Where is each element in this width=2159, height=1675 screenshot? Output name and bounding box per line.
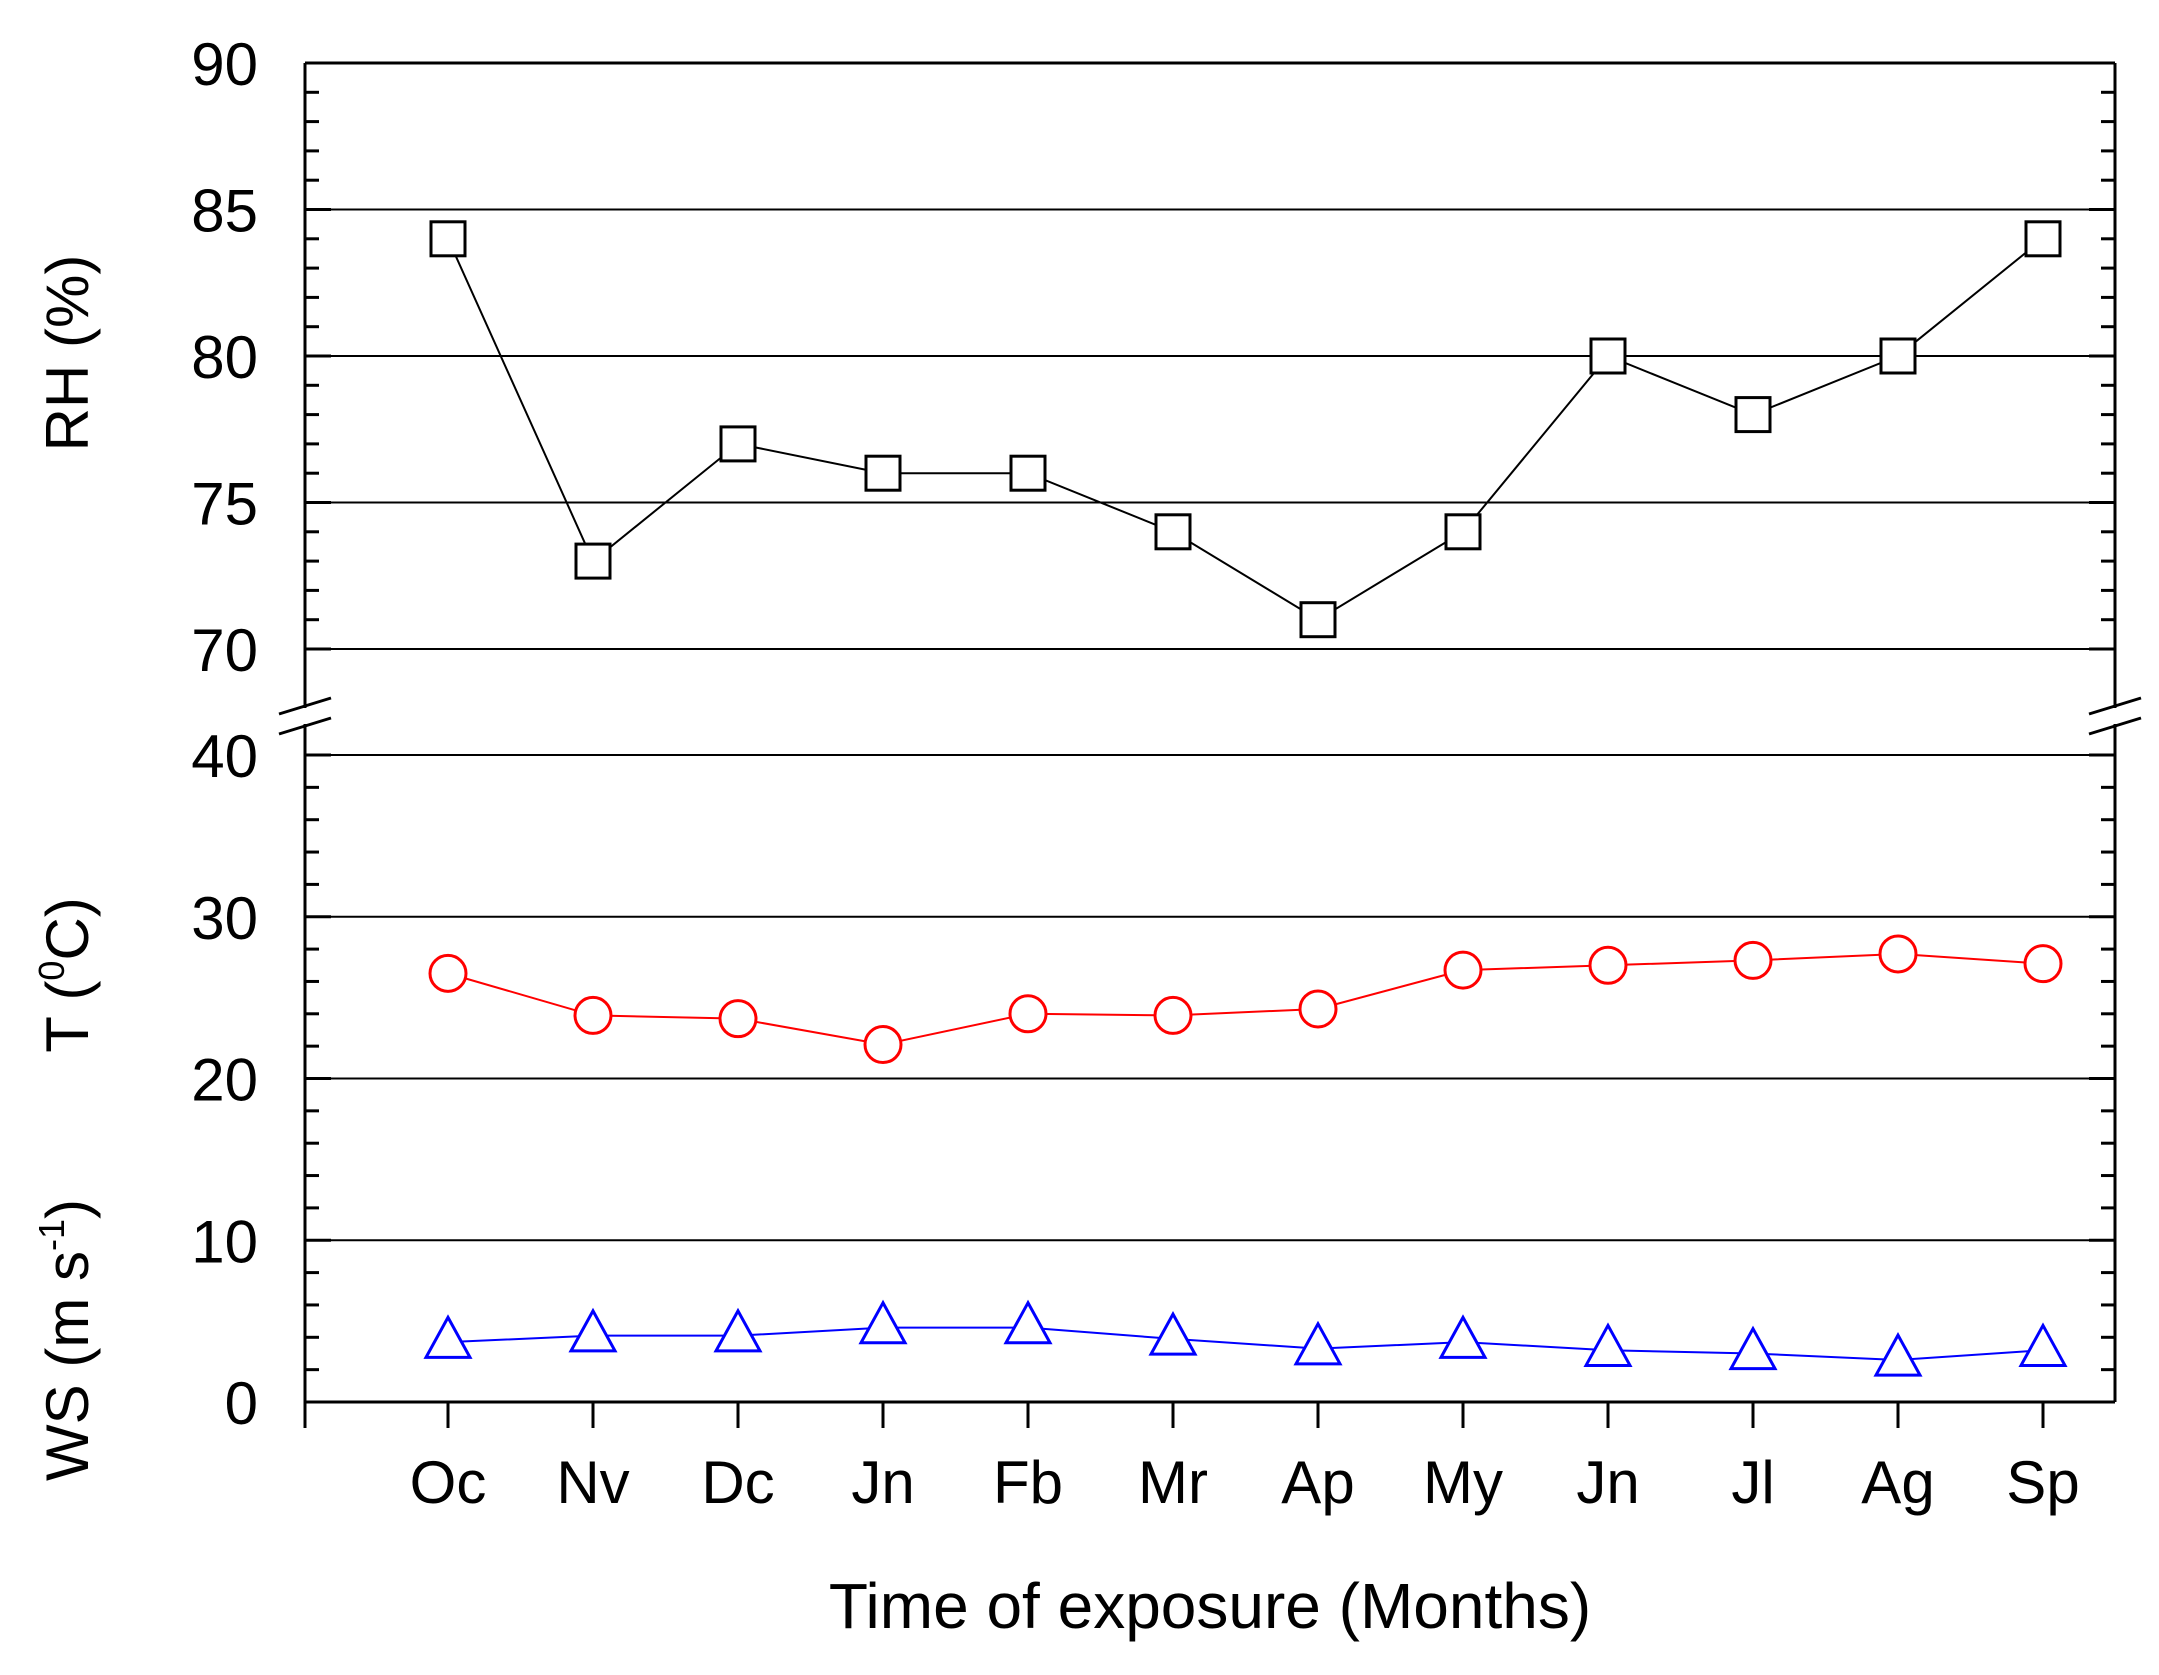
axis-break-mark [2088, 716, 2142, 736]
point-rh-10 [1879, 337, 1917, 375]
point-t-0 [428, 953, 468, 993]
x-tick-label-11: Sp [2006, 1449, 2079, 1516]
x-tick-label-1: Nv [556, 1449, 629, 1516]
point-rh-3 [864, 454, 902, 492]
x-tick-label-2: Dc [701, 1449, 774, 1516]
rh-axis-title: RH (%) [34, 255, 101, 452]
point-ws-4 [1003, 1299, 1053, 1345]
y-tick-label-tws: 40 [191, 723, 258, 790]
point-ws-5 [1148, 1311, 1198, 1356]
series-line-ws [447, 1326, 2044, 1361]
point-rh-2 [719, 425, 757, 463]
point-ws-8 [1583, 1322, 1633, 1367]
y-tick-label-rh: 90 [191, 31, 258, 98]
x-tick-label-5: Mr [1138, 1449, 1208, 1516]
point-t-11 [2023, 944, 2063, 984]
x-tick-label-0: Oc [410, 1449, 487, 1516]
point-ws-2 [713, 1307, 763, 1353]
x-tick-label-7: My [1423, 1449, 1503, 1516]
point-rh-11 [2024, 220, 2062, 258]
y-tick-label-rh: 80 [191, 324, 258, 391]
x-tick-label-3: Jn [851, 1449, 914, 1516]
point-rh-6 [1299, 601, 1337, 639]
point-t-3 [863, 1025, 903, 1065]
axis-break-mark [278, 696, 332, 716]
point-ws-6 [1293, 1320, 1343, 1366]
point-ws-1 [568, 1307, 618, 1353]
point-t-9 [1733, 940, 1773, 980]
point-rh-4 [1009, 454, 1047, 492]
point-t-6 [1298, 989, 1338, 1029]
ws-axis-title: WS (m s-1) [31, 1199, 101, 1481]
axis-break-mark [278, 716, 332, 736]
point-ws-11 [2018, 1322, 2068, 1367]
x-tick-label-10: Ag [1861, 1449, 1934, 1516]
grid-layer [305, 208, 2115, 1242]
y-tick-labels: 70 75 80 85 90 0 10 20 30 40 [191, 31, 258, 1437]
series-line-t [447, 952, 2044, 1046]
series-line-rh [447, 238, 2044, 621]
x-tick-label-9: Jl [1731, 1449, 1774, 1516]
y-tick-label-tws: 0 [225, 1370, 258, 1437]
point-rh-0 [429, 220, 467, 258]
point-t-8 [1588, 945, 1628, 985]
y-tick-label-tws: 30 [191, 885, 258, 952]
point-ws-9 [1728, 1325, 1778, 1371]
x-axis-title: Time of exposure (Months) [829, 1570, 1591, 1642]
point-t-2 [718, 999, 758, 1039]
point-t-7 [1443, 950, 1483, 990]
point-rh-9 [1734, 396, 1772, 434]
point-ws-7 [1438, 1314, 1488, 1359]
t-axis-title: T (0C) [31, 897, 101, 1053]
point-ws-3 [858, 1299, 908, 1345]
point-t-5 [1153, 995, 1193, 1035]
point-t-10 [1878, 934, 1918, 974]
x-tick-label-4: Fb [993, 1449, 1063, 1516]
x-tick-label-6: Ap [1281, 1449, 1354, 1516]
y-tick-label-tws: 10 [191, 1208, 258, 1275]
x-tick-label-8: Jn [1576, 1449, 1639, 1516]
y-tick-label-rh: 85 [191, 178, 258, 245]
point-rh-1 [574, 542, 612, 580]
y-tick-label-rh: 75 [191, 471, 258, 538]
x-tick-labels: Oc Nv Dc Jn Fb Mr Ap My Jn Jl Ag Sp [410, 1449, 2080, 1516]
point-t-1 [573, 995, 613, 1035]
ticks [303, 61, 2115, 1428]
point-rh-7 [1444, 513, 1482, 551]
point-rh-8 [1589, 337, 1627, 375]
point-rh-5 [1154, 513, 1192, 551]
point-ws-10 [1873, 1332, 1923, 1377]
axis-break-mark [2088, 696, 2142, 716]
point-ws-0 [423, 1314, 473, 1359]
y-tick-label-tws: 20 [191, 1047, 258, 1114]
series-layer [423, 220, 2068, 1377]
point-t-4 [1008, 994, 1048, 1034]
y-tick-label-rh: 70 [191, 617, 258, 684]
